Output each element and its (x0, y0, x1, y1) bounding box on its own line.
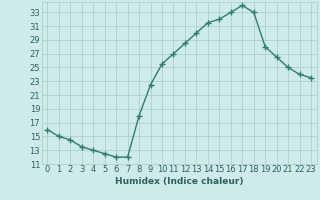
X-axis label: Humidex (Indice chaleur): Humidex (Indice chaleur) (115, 177, 244, 186)
